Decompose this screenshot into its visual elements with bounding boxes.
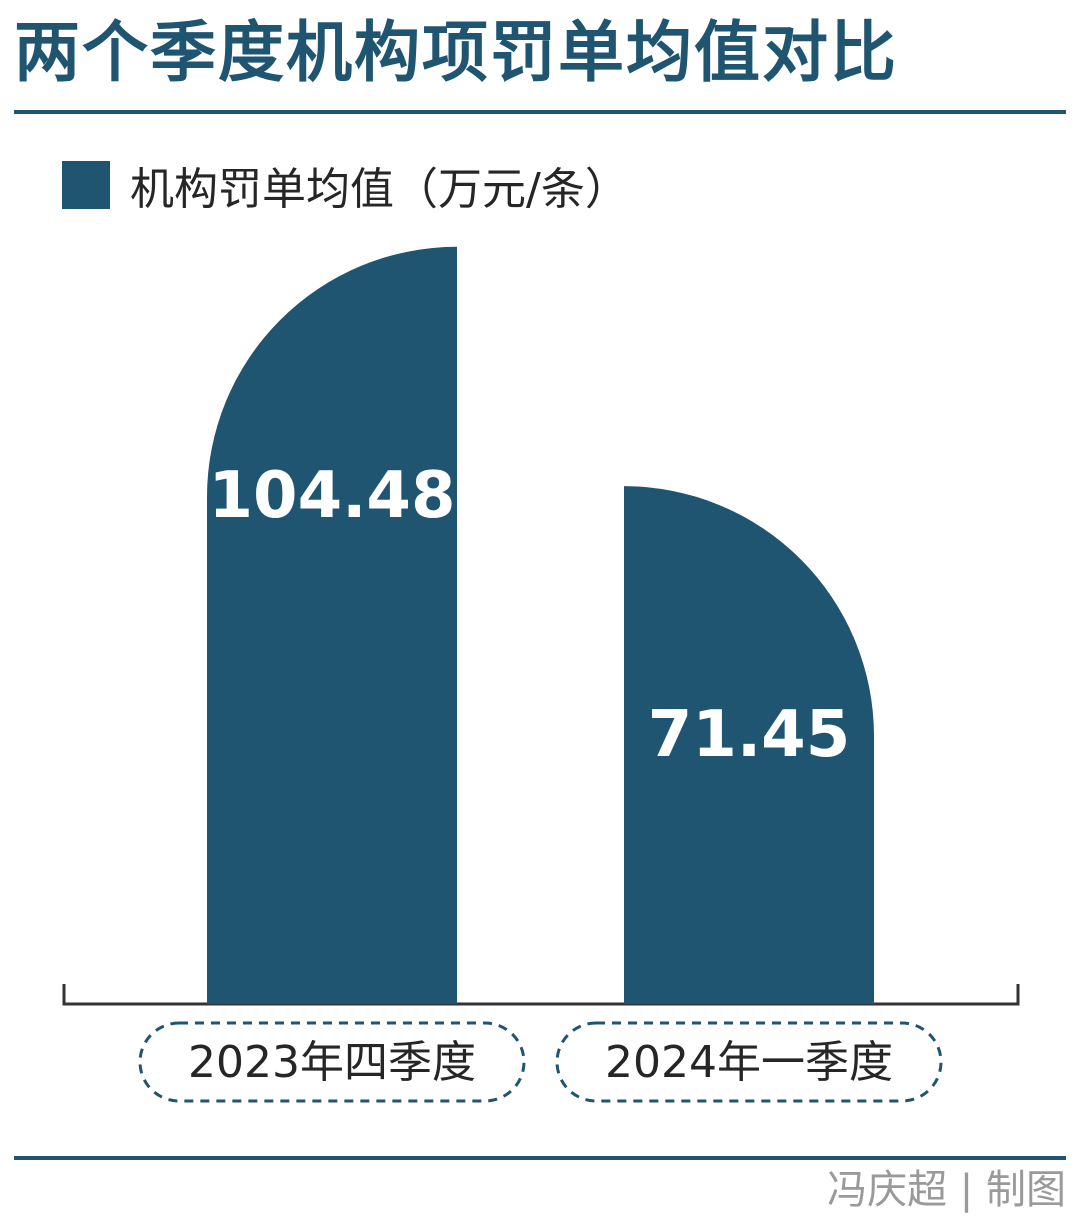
category-pill-2 (555, 1021, 943, 1103)
x-tick-label-1: 2023年四季度 (188, 1037, 476, 1088)
credit-text: 冯庆超 | 制图 (827, 1167, 1066, 1213)
data-label-2: 71.45 (648, 698, 850, 772)
data-label-1: 104.48 (209, 459, 456, 533)
bar-1 (207, 246, 457, 1004)
x-axis-line (62, 984, 1020, 1006)
legend: 机构罚单均值（万元/条） (62, 150, 629, 220)
footer-divider (14, 1156, 1066, 1160)
legend-swatch (62, 161, 110, 209)
chart-title: 两个季度机构项罚单均值对比 (14, 14, 898, 91)
legend-label: 机构罚单均值（万元/条） (130, 164, 629, 215)
title-divider (14, 110, 1066, 114)
bar-2 (624, 486, 874, 1005)
x-tick-label-2: 2024年一季度 (605, 1037, 893, 1088)
category-pill-1 (138, 1021, 526, 1103)
